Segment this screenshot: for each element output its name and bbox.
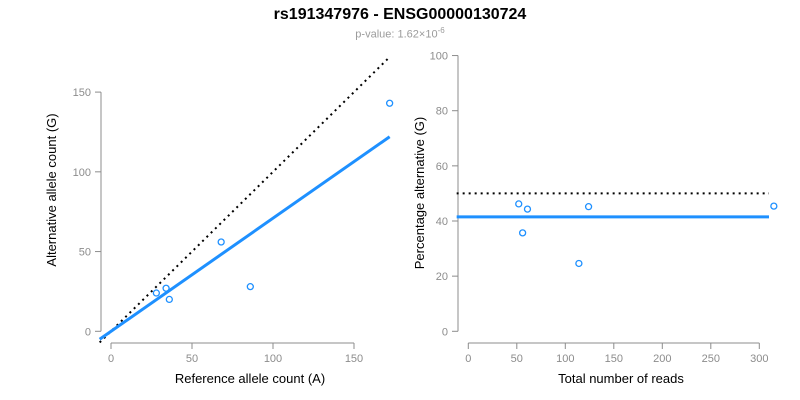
panel-left: 0 50 100 150 0 50 100 150 Reference allele count…: [44, 56, 394, 386]
data-point: [152, 289, 161, 297]
x-tick-label: 0: [465, 353, 471, 365]
data-point: [770, 202, 778, 210]
data-point: [217, 238, 225, 246]
fit-line: [98, 135, 391, 341]
pvalue-prefix: p-value:: [355, 28, 398, 41]
y-tick-label: 20: [436, 271, 448, 283]
x-tick-label: 0: [108, 353, 114, 365]
x-tick-label: 150: [605, 353, 623, 365]
y-tick-label: 60: [436, 161, 448, 173]
y-tick-label: 40: [436, 216, 448, 228]
y-tick-label: 150: [73, 87, 91, 99]
data-point: [575, 259, 583, 268]
data-point: [518, 229, 527, 237]
x-axis-title: Total number of reads: [558, 371, 684, 386]
y-axis-title: Alternative allele count (G): [44, 113, 59, 266]
data-point: [523, 205, 532, 213]
pvalue-exponent: -6: [437, 26, 445, 35]
figure-subtitle: p-value: 1.62×10-6: [0, 26, 800, 41]
y-axis-title: Percentage alternative (G): [412, 117, 427, 269]
identity-line: [98, 56, 391, 344]
x-tick-label: 150: [345, 353, 363, 365]
x-tick-label: 200: [653, 353, 671, 365]
y-tick-label: 100: [430, 51, 448, 63]
y-tick-label: 0: [442, 326, 448, 338]
figure-title: rs191347976 - ENSG00000130724: [273, 6, 527, 23]
pvalue-value: 1.62×10: [397, 28, 438, 41]
x-tick-label: 100: [264, 353, 282, 365]
x-tick-label: 250: [702, 353, 720, 365]
data-point: [515, 200, 523, 208]
x-tick-label: 50: [511, 353, 523, 365]
x-tick-label: 50: [186, 353, 198, 365]
y-tick-label: 0: [85, 326, 91, 338]
figure-header: rs191347976 - ENSG00000130724 p-value: 1…: [0, 0, 800, 41]
x-axis-title: Reference allele count (A): [175, 371, 325, 386]
data-point: [584, 203, 593, 211]
y-tick-label: 80: [436, 106, 448, 118]
data-point: [246, 282, 254, 291]
data-point: [385, 99, 394, 107]
y-tick-label: 100: [73, 167, 91, 179]
x-tick-label: 100: [556, 353, 574, 365]
panel-right: 0 20 40 60 80 100 0 50 100 150 200 250 300 Total numb…: [412, 51, 778, 386]
x-tick-label: 300: [750, 353, 768, 365]
y-tick-label: 50: [79, 247, 91, 259]
data-point: [165, 295, 173, 304]
data-point: [162, 284, 170, 292]
